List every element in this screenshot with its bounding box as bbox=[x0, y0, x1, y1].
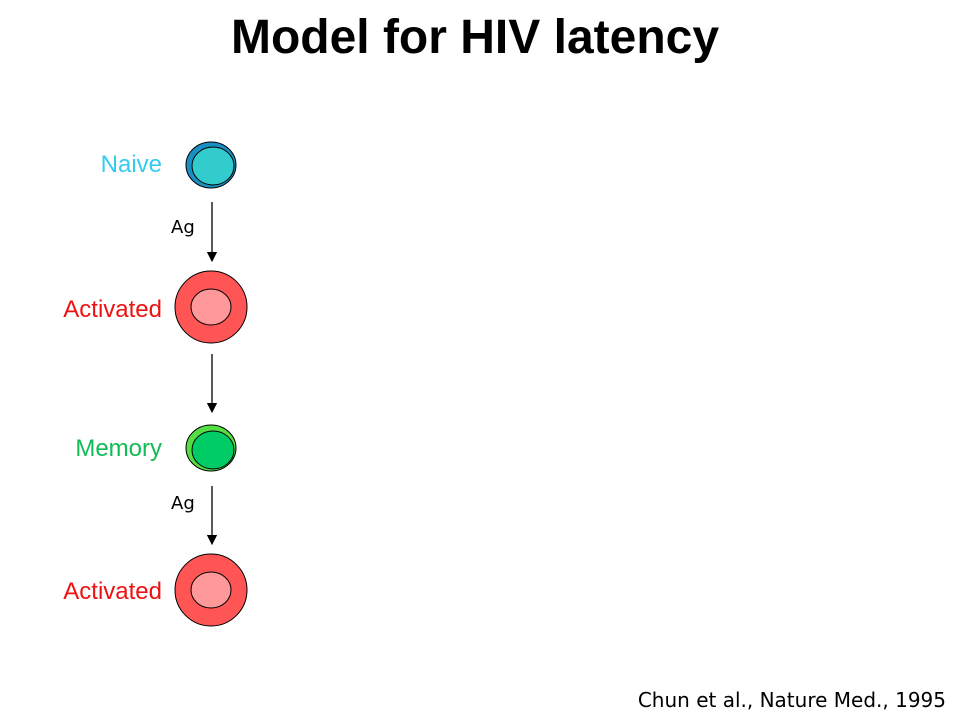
naive-cell bbox=[185, 141, 237, 189]
memory-cell bbox=[185, 424, 237, 472]
stage-label-activated-2: Activated bbox=[63, 578, 162, 605]
activated-cell-2 bbox=[174, 553, 248, 627]
citation: Chun et al., Nature Med., 1995 bbox=[637, 688, 946, 712]
page-title: Model for HIV latency bbox=[230, 11, 720, 64]
stage-label-naive: Naive bbox=[100, 151, 162, 178]
arrow-label-ag-2: Ag bbox=[171, 493, 195, 514]
activated-cell-1 bbox=[174, 270, 248, 344]
stage-label-memory: Memory bbox=[75, 435, 162, 462]
arrow-label-ag-1: Ag bbox=[171, 217, 195, 238]
stage-label-activated-1: Activated bbox=[63, 296, 162, 323]
